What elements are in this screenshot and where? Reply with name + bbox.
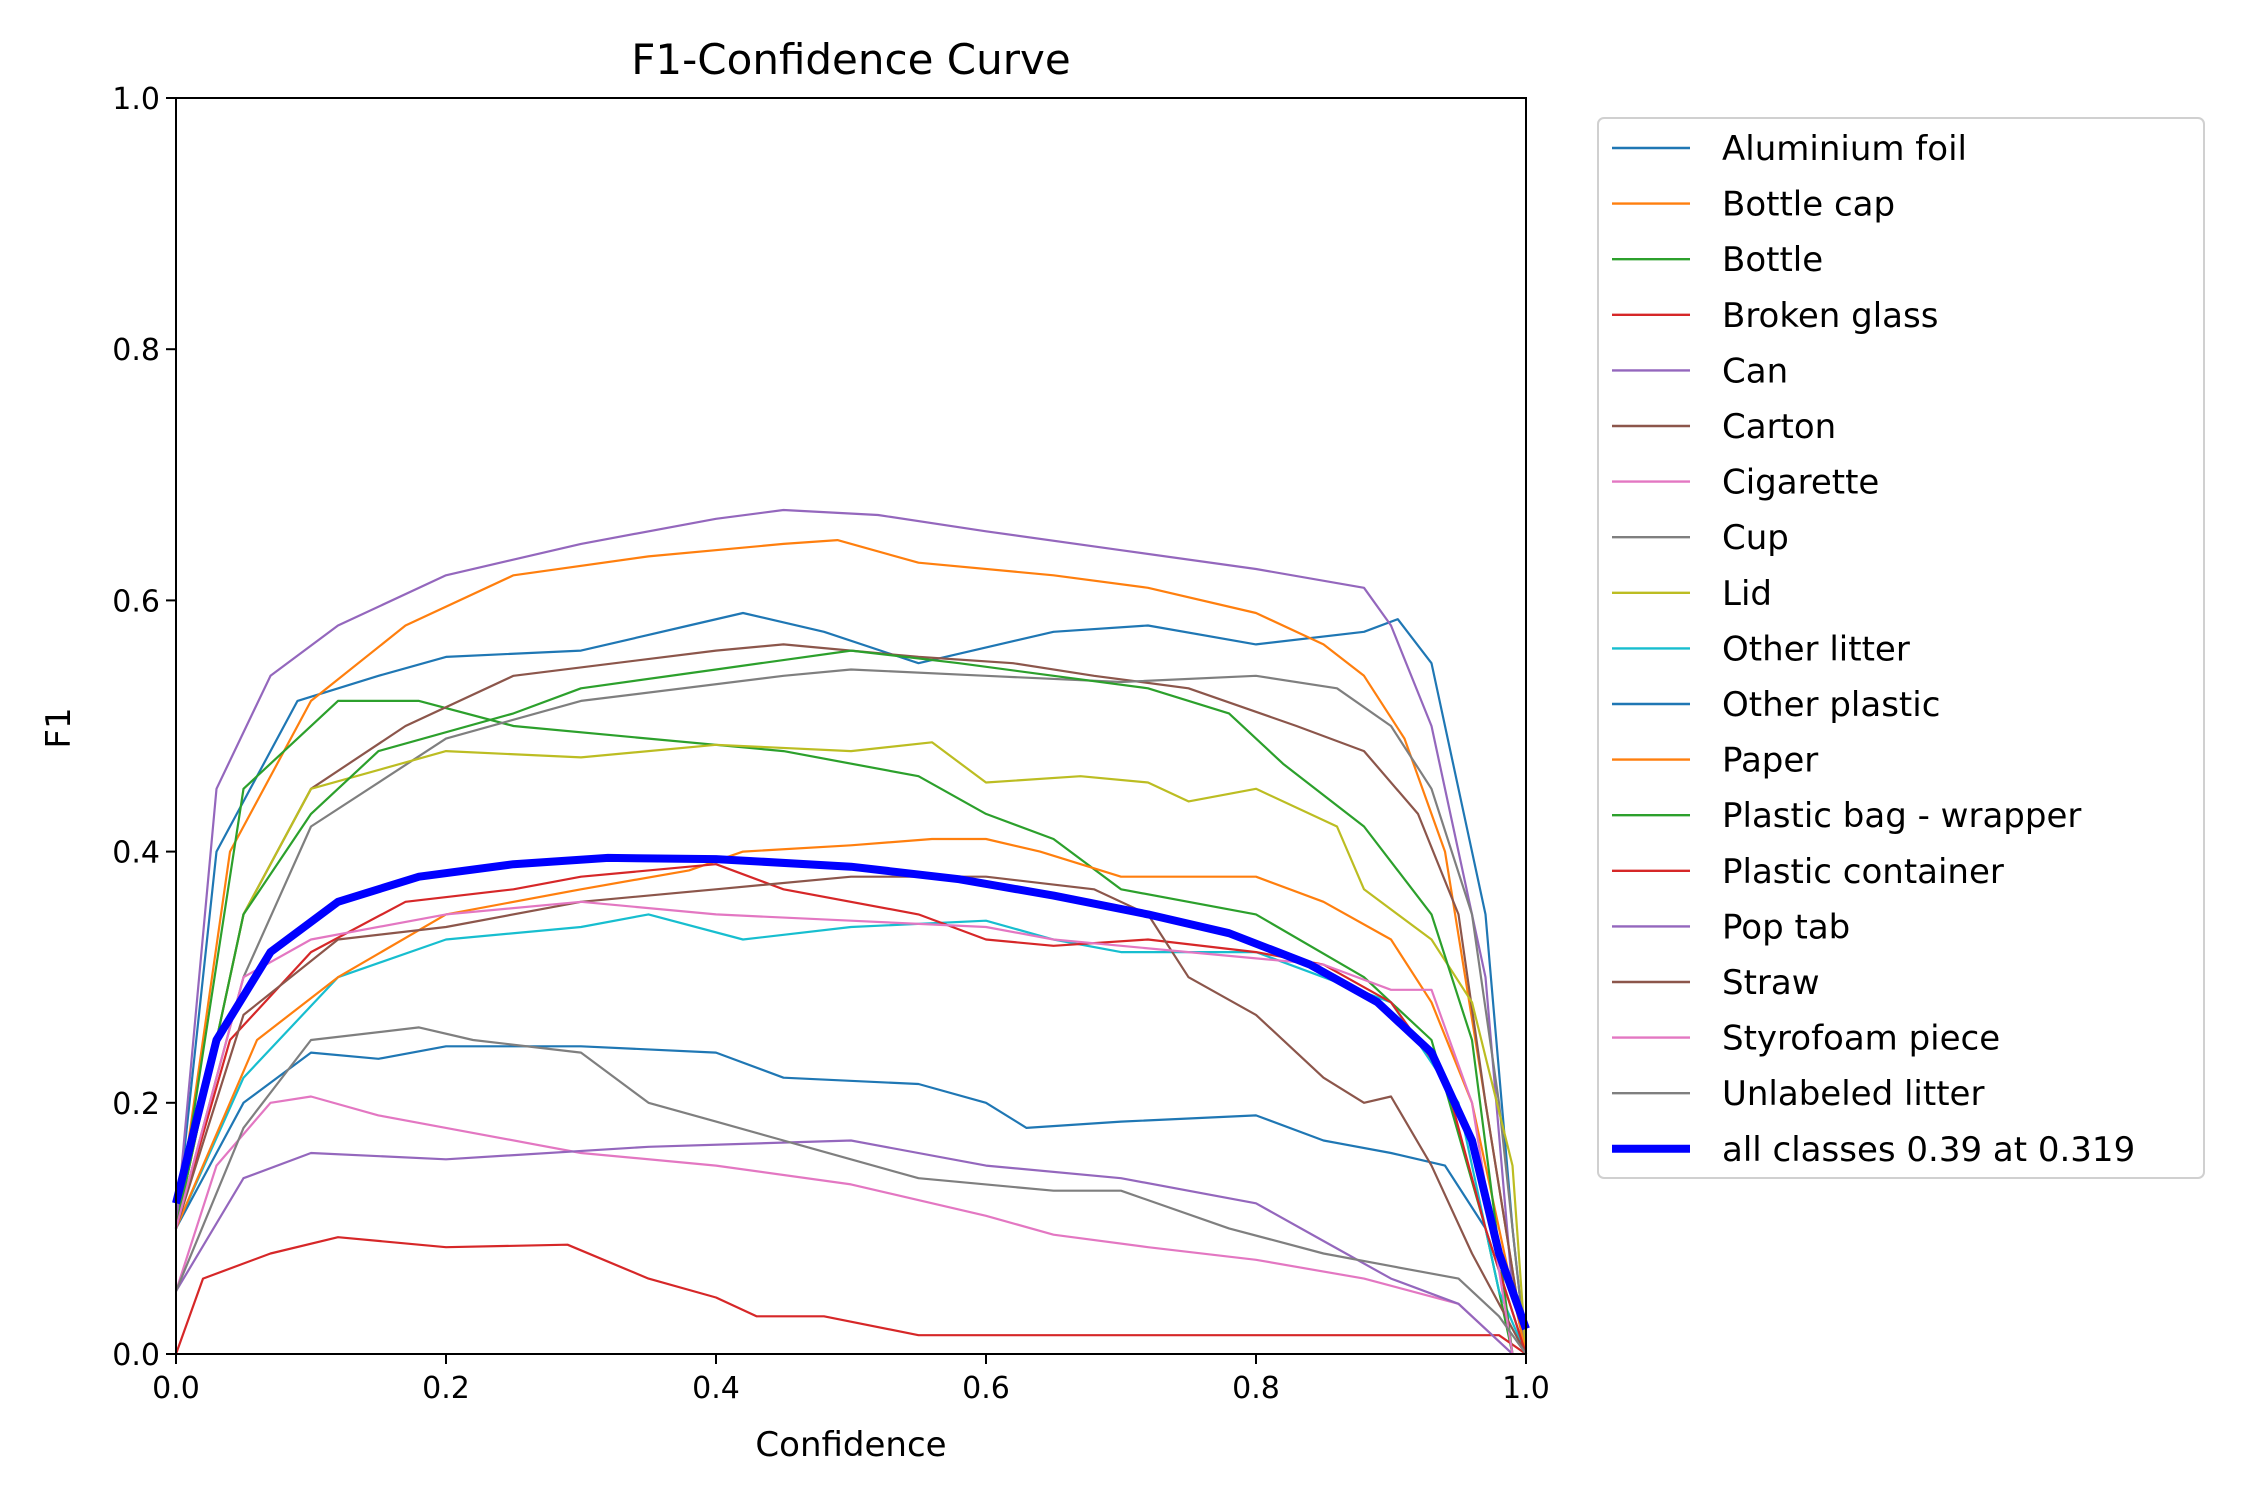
series-line-lid: [174, 741, 1528, 1355]
series-line-styrofoam-piece: [174, 900, 1514, 1355]
x-tick-label: 0.4: [692, 1371, 740, 1406]
y-tick-label: 0.0: [112, 1338, 160, 1373]
y-tick-label: 0.4: [112, 836, 160, 871]
legend-label: Plastic bag - wrapper: [1722, 796, 2081, 836]
series-line-bottle: [174, 699, 1514, 1355]
legend-label: Aluminium foil: [1722, 129, 1967, 169]
legend-item: Aluminium foil: [1612, 129, 1967, 169]
legend-item: Plastic container: [1612, 852, 2004, 892]
series-line-cigarette: [174, 1095, 1514, 1355]
legend-label: all classes 0.39 at 0.319: [1722, 1130, 2135, 1170]
legend-label: Lid: [1722, 574, 1772, 614]
legend-item: Carton: [1612, 407, 1836, 447]
series-line-plastic-container: [174, 863, 1528, 1355]
legend-item: all classes 0.39 at 0.319: [1612, 1130, 2135, 1170]
legend-item: Cigarette: [1612, 463, 1879, 503]
legend-label: Other litter: [1722, 629, 1910, 669]
legend-label: Can: [1722, 351, 1788, 391]
y-tick-label: 0.8: [112, 333, 160, 368]
y-axis-label: F1: [39, 707, 79, 748]
legend-item: Paper: [1612, 741, 1818, 781]
legend-label: Pop tab: [1722, 907, 1850, 947]
legend-item: Cup: [1612, 518, 1789, 558]
series-line-carton: [174, 643, 1528, 1355]
series-line-other-plastic: [175, 1045, 1528, 1355]
legend-label: Unlabeled litter: [1722, 1074, 1984, 1114]
series-line-unlabeled-litter: [174, 1026, 1527, 1355]
x-tick-label: 1.0: [1502, 1371, 1550, 1406]
series-line-can: [174, 508, 1528, 1355]
legend-item: Broken glass: [1612, 296, 1938, 336]
legend-item: Unlabeled litter: [1612, 1074, 1984, 1114]
legend-label: Cigarette: [1722, 463, 1879, 503]
legend-label: Broken glass: [1722, 296, 1938, 336]
legend-item: Pop tab: [1612, 907, 1850, 947]
legend-box: [1597, 117, 2205, 1179]
x-tick-label: 0.0: [152, 1371, 200, 1406]
x-tick-label: 0.8: [1232, 1371, 1280, 1406]
legend-item: Other plastic: [1612, 685, 1940, 725]
y-tick-label: 1.0: [112, 82, 160, 117]
ticks-layer: 0.0 0.2 0.4 0.6 0.8 1.0 0.0 0.2 0.4 0.6 0.8 1.0: [112, 82, 1550, 1406]
legend-item: Styrofoam piece: [1612, 1019, 2000, 1059]
series-line-pop-tab: [175, 1139, 1514, 1355]
series-line-straw: [174, 875, 1527, 1355]
legend-label: Paper: [1722, 741, 1818, 781]
legend-label: Bottle: [1722, 240, 1823, 280]
legend-item: Bottle cap: [1612, 185, 1895, 225]
x-tick-label: 0.2: [422, 1371, 470, 1406]
legend-label: Straw: [1722, 963, 1820, 1003]
legend-item: Bottle: [1612, 240, 1823, 280]
legend: Aluminium foil Bottle cap Bottle Broken gla…: [1597, 117, 2205, 1179]
legend-label: Plastic container: [1722, 852, 2004, 892]
legend-item: Lid: [1612, 574, 1772, 614]
legend-label: Carton: [1722, 407, 1836, 447]
legend-item: Can: [1612, 351, 1788, 391]
x-axis-label: Confidence: [755, 1425, 946, 1465]
legend-label: Bottle cap: [1722, 185, 1895, 225]
series-line-cup: [174, 668, 1528, 1355]
legend-label: Other plastic: [1722, 685, 1940, 725]
series-line-broken-glass: [174, 1236, 1527, 1355]
series-line-other-litter: [174, 913, 1528, 1355]
y-tick-label: 0.6: [112, 584, 160, 619]
legend-item: Plastic bag - wrapper: [1612, 796, 2081, 836]
legend-label: Cup: [1722, 518, 1789, 558]
x-tick-label: 0.6: [962, 1371, 1010, 1406]
series-layer: [172, 508, 1530, 1355]
series-line-aluminium-foil: [174, 611, 1528, 1355]
series-line-bottle-cap: [174, 539, 1528, 1355]
legend-label: Styrofoam piece: [1722, 1019, 2000, 1059]
legend-item: Other litter: [1612, 629, 1910, 669]
legend-item: Straw: [1612, 963, 1820, 1003]
series-line-plastic-bag-wrapper: [174, 649, 1514, 1355]
series-line-all-classes-0-39-at-0-319: [172, 853, 1530, 1331]
chart-title: F1-Confidence Curve: [631, 35, 1070, 84]
y-tick-label: 0.2: [112, 1087, 160, 1122]
plot-frame: [175, 97, 1527, 1355]
